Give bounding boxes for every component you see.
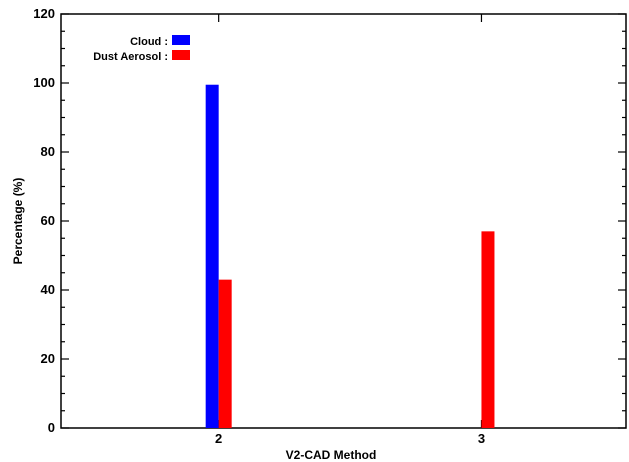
x-tick-label: 2 xyxy=(215,431,222,446)
plot-frame xyxy=(60,13,627,429)
bars xyxy=(205,84,495,428)
bar-dust-aerosol-2 xyxy=(218,279,232,428)
y-tick-label: 120 xyxy=(33,6,55,21)
y-tick-label: 0 xyxy=(48,420,55,435)
axis-ticks xyxy=(61,13,626,429)
x-tick-label: 3 xyxy=(478,431,485,446)
legend-label-cloud: Cloud : xyxy=(130,36,168,48)
legend: Cloud : Dust Aerosol : xyxy=(93,35,190,63)
bar-cloud-2 xyxy=(205,84,219,428)
y-axis-title: Percentage (%) xyxy=(11,178,25,265)
y-tick-label: 60 xyxy=(41,213,55,228)
y-tick-label: 80 xyxy=(41,144,55,159)
x-axis-title: V2-CAD Method xyxy=(286,448,377,462)
y-tick-label: 40 xyxy=(41,282,55,297)
legend-swatch-cloud xyxy=(172,35,190,45)
y-tick-label: 20 xyxy=(41,351,55,366)
legend-swatch-dust-aerosol xyxy=(172,50,190,60)
y-tick-label: 100 xyxy=(33,75,55,90)
y-tick-labels: 0 20 40 60 80 100 120 xyxy=(33,6,55,435)
bar-dust-aerosol-3 xyxy=(481,231,495,428)
legend-label-dust-aerosol: Dust Aerosol : xyxy=(93,51,168,63)
